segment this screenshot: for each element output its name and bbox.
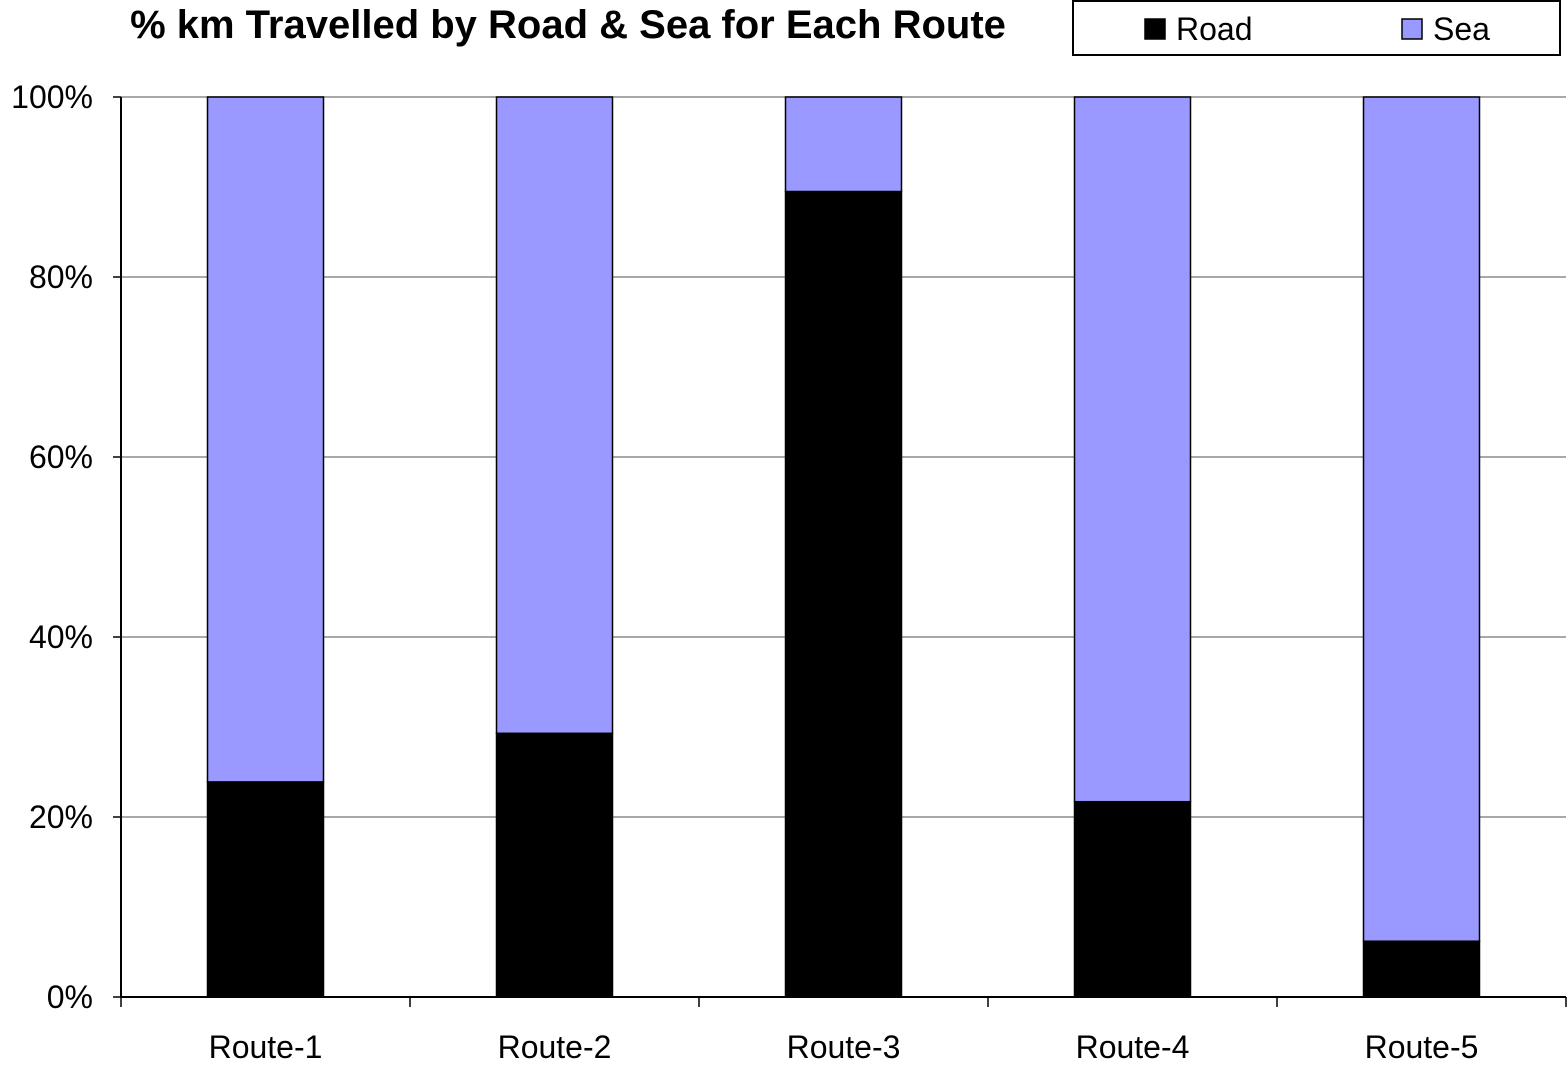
bar-sea-route-4 bbox=[1073, 96, 1192, 803]
y-axis-ticks: 0% 20% 40% 60% 80% 100% bbox=[11, 79, 121, 1015]
bar-sea-route-2 bbox=[495, 96, 614, 735]
y-tick-label: 20% bbox=[29, 799, 93, 835]
legend-label-sea: Sea bbox=[1433, 11, 1490, 47]
legend-label-road: Road bbox=[1176, 11, 1253, 47]
x-tick-label: Route-2 bbox=[498, 1029, 612, 1064]
bar-sea-route-5 bbox=[1362, 96, 1481, 942]
x-tick-label: Route-3 bbox=[787, 1029, 901, 1064]
bar-sea-route-3 bbox=[784, 96, 903, 193]
legend: Road Sea bbox=[1072, 0, 1561, 56]
bar-road-route-2 bbox=[495, 732, 614, 998]
legend-swatch-road bbox=[1144, 18, 1166, 40]
axes bbox=[120, 97, 1566, 998]
y-tick-label: 80% bbox=[29, 259, 93, 295]
bar-sea-route-1 bbox=[206, 96, 325, 783]
bar-road-route-3 bbox=[784, 190, 903, 998]
legend-swatch-sea bbox=[1401, 18, 1423, 40]
y-tick-label: 60% bbox=[29, 439, 93, 475]
y-tick-label: 0% bbox=[47, 979, 93, 1015]
x-tick-label: Route-1 bbox=[209, 1029, 323, 1064]
x-tick-label: Route-4 bbox=[1076, 1029, 1190, 1064]
bar-road-route-1 bbox=[206, 781, 325, 998]
y-tick-label: 100% bbox=[11, 79, 93, 115]
y-tick-label: 40% bbox=[29, 619, 93, 655]
x-tick-label: Route-5 bbox=[1365, 1029, 1479, 1064]
chart-title: % km Travelled by Road & Sea for Each Ro… bbox=[130, 3, 1006, 47]
bar-road-route-4 bbox=[1073, 800, 1192, 998]
bar-road-route-5 bbox=[1362, 940, 1481, 998]
bars bbox=[206, 96, 1481, 998]
x-axis-ticks: Route-1 Route-2 Route-3 Route-4 Route-5 bbox=[120, 997, 1567, 1065]
